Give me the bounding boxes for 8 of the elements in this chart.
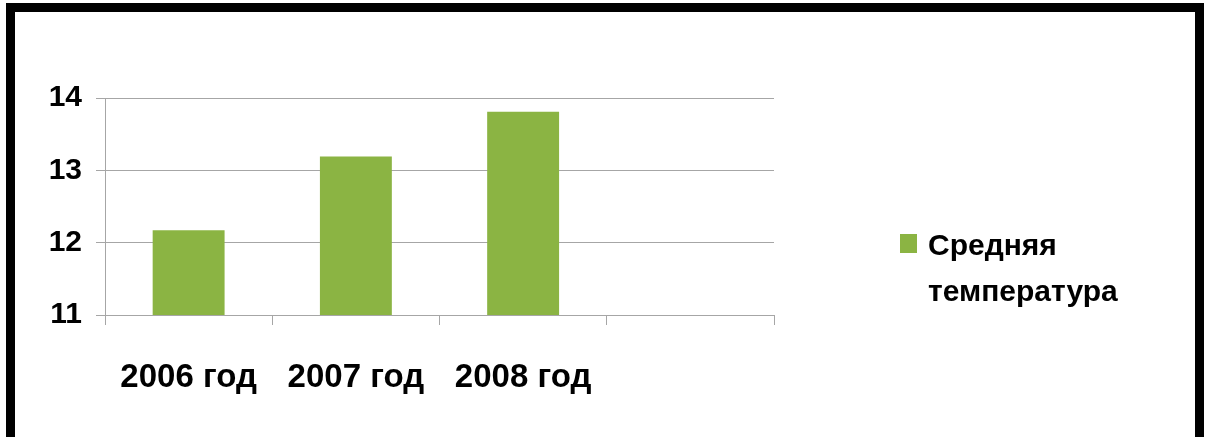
y-tick-label: 13: [48, 151, 82, 185]
y-tick-label: 11: [50, 296, 82, 330]
legend-label: Средняя температура: [928, 227, 1119, 309]
y-tick-label: 12: [48, 223, 82, 257]
x-tick-label: 2007 год: [287, 356, 425, 394]
y-tick-label: 14: [48, 79, 83, 113]
x-tick-label: 2006 год: [120, 356, 257, 394]
x-tick-label: 2008 год: [454, 356, 592, 394]
